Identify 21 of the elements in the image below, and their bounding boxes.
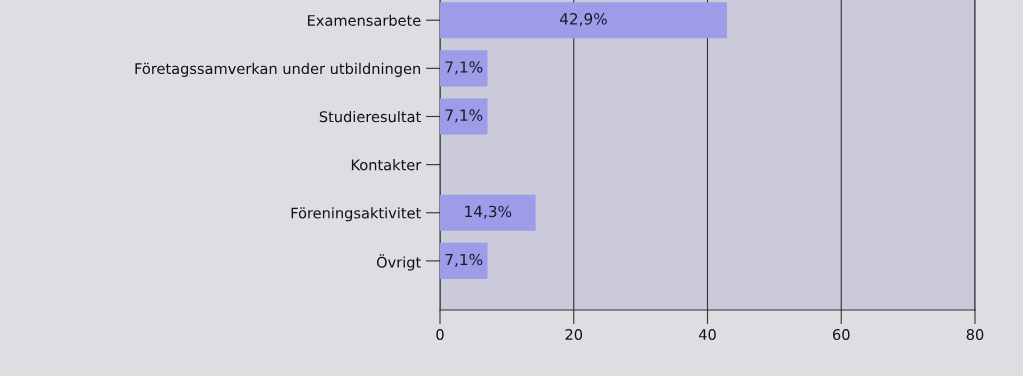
bar [440,50,488,87]
bar [440,98,488,135]
x-tick-label: 20 [565,329,583,341]
x-tick-label: 60 [832,329,850,341]
x-tick-label: 0 [436,329,444,341]
y-tick-label: Kontakter [351,159,422,171]
y-tick-label: Övrigt [376,254,421,271]
data-label: 7,1% [445,253,483,267]
data-label: 7,1% [445,109,483,123]
x-tick-label: 40 [698,329,716,341]
data-label: 7,1% [445,61,483,75]
data-label: 14,3% [465,205,512,219]
y-tick-label: Studieresultat [319,110,421,123]
y-tick-label: Examensarbete [308,14,421,26]
bar [440,194,536,231]
bar [440,2,727,39]
x-tick-label: 80 [966,329,984,341]
y-tick-label: Företagssamverkan under utbildningen [135,62,421,77]
y-tick-label: Föreningsaktivitet [291,207,421,222]
bar [440,242,488,279]
data-label: 42,9% [559,13,607,27]
